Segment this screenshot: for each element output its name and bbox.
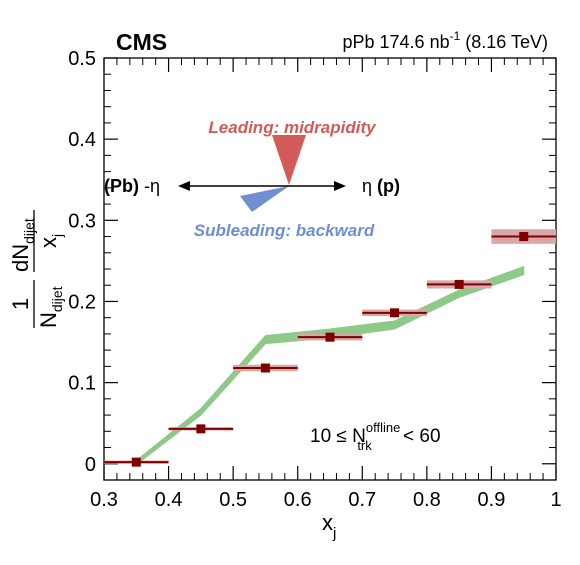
cut-suffix: < 60	[398, 426, 441, 447]
y-label-ndijet: Ndijet	[36, 286, 65, 328]
leading-annotation: Leading: midrapidity	[208, 118, 377, 137]
y-label-xj: xj	[36, 234, 65, 248]
left-eta-paren: (Pb)	[104, 176, 139, 196]
data-points	[104, 232, 556, 467]
y-label-one: 1	[8, 298, 33, 310]
y-label-n: N	[36, 312, 61, 328]
y-label-dn: dNdijet	[8, 218, 37, 272]
y-tick-label: 0	[85, 454, 96, 476]
lumi-suffix: (8.16 TeV)	[460, 32, 548, 52]
data-point-marker	[196, 424, 206, 434]
lumi-label: pPb 174.6 nb-1 (8.16 TeV)	[343, 29, 549, 52]
subleading-annotation: Subleading: backward	[194, 221, 375, 240]
x-axis-label: xj	[322, 510, 336, 542]
right-eta-label: η (p)	[362, 176, 400, 196]
y-tick-label: 0.4	[68, 129, 96, 151]
eta-arrow-left	[178, 181, 190, 191]
y-label-dn-main: dN	[8, 244, 33, 272]
y-label-x-main: x	[36, 237, 61, 248]
x-tick-labels: 0.3 0.4 0.5 0.6 0.7 0.8 0.9 1	[90, 489, 561, 511]
subleading-triangle	[240, 186, 289, 212]
right-eta-paren: (p)	[377, 176, 400, 196]
y-label-dn-sub: dijet	[21, 218, 37, 244]
y-label-n-sub: dijet	[49, 286, 65, 312]
x-axis-sub: j	[332, 525, 336, 542]
cut-subscript: trk	[357, 438, 372, 453]
lumi-exponent: -1	[450, 29, 461, 43]
x-axis-main: x	[322, 510, 333, 535]
data-point-marker	[390, 308, 400, 318]
x-tick-label: 0.6	[284, 489, 312, 511]
eta-arrow-right	[334, 181, 346, 191]
x-tick-label: 0.4	[155, 489, 183, 511]
experiment-label: CMS	[116, 29, 167, 55]
data-point-marker	[454, 279, 464, 289]
data-point-marker	[519, 232, 529, 242]
cut-superscript: offline	[366, 420, 400, 435]
x-tick-label: 0.8	[413, 489, 441, 511]
x-tick-label: 0.9	[478, 489, 506, 511]
y-tick-label: 0.3	[68, 210, 96, 232]
x-tick-label: 0.3	[90, 489, 118, 511]
multiplicity-cut-label: 10 ≤ Noffline trk < 60	[310, 420, 441, 453]
left-eta-label: (Pb) -η	[104, 176, 160, 196]
data-point-marker	[131, 457, 141, 467]
y-label-x-sub: j	[49, 234, 65, 238]
cut-prefix: 10 ≤ N	[310, 426, 366, 447]
axis-ticks	[103, 57, 557, 480]
leading-triangle	[272, 135, 306, 185]
x-tick-label: 0.7	[348, 489, 376, 511]
lumi-prefix: pPb 174.6 nb	[343, 32, 450, 52]
data-point-marker	[325, 332, 335, 342]
y-tick-label: 0.2	[68, 291, 96, 313]
left-eta-symbol: -η	[139, 176, 160, 196]
y-axis-label: 1 Ndijet dNdijet xj	[8, 210, 65, 328]
x-tick-label: 0.5	[219, 489, 247, 511]
right-eta-symbol: η	[362, 176, 377, 196]
y-tick-labels: 0 0.1 0.2 0.3 0.4 0.5	[68, 48, 96, 476]
y-tick-label: 0.1	[68, 373, 96, 395]
data-point-marker	[260, 363, 270, 373]
y-tick-label: 0.5	[68, 48, 96, 70]
x-tick-label: 1	[550, 489, 561, 511]
